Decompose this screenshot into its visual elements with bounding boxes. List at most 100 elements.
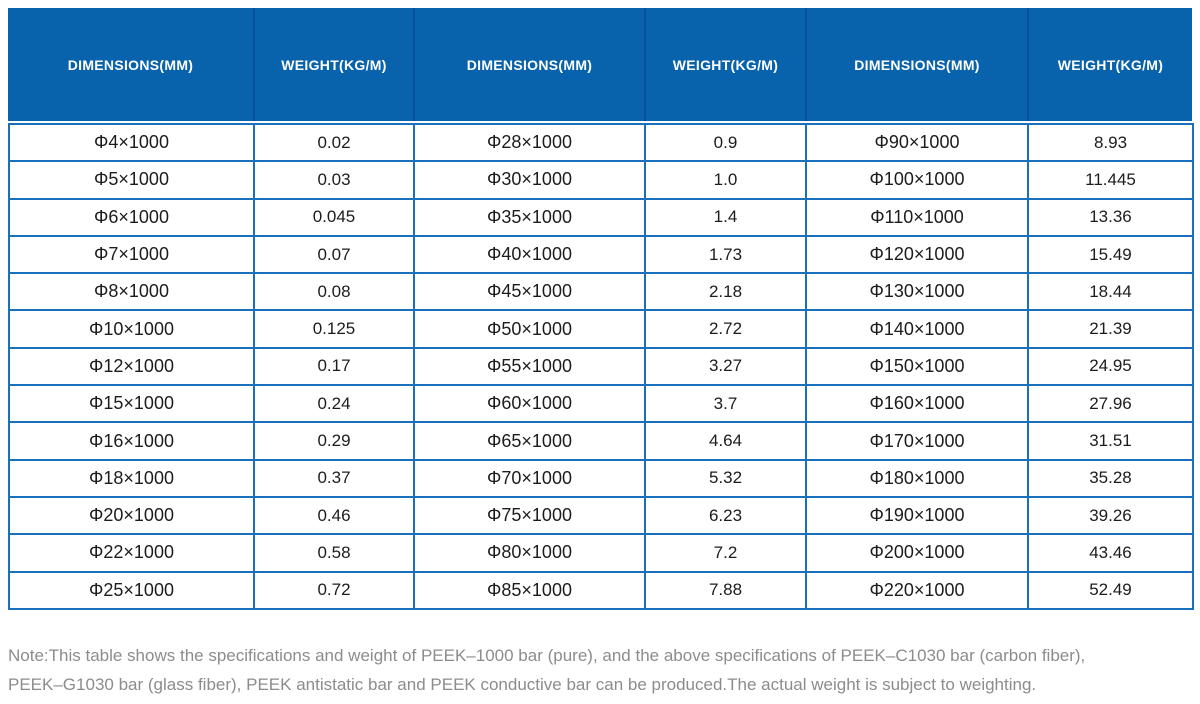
weight-cell: 1.0 xyxy=(644,160,807,200)
table-row: Φ7×1000 0.07 Φ40×1000 1.73 Φ120×1000 15.49 xyxy=(8,234,1194,275)
weight-cell: 0.46 xyxy=(253,495,415,536)
weight-cell: 0.02 xyxy=(253,122,415,163)
dimensions-cell: Φ120×1000 xyxy=(805,234,1029,275)
table-row: Φ15×1000 0.24 Φ60×1000 3.7 Φ160×1000 27.96 xyxy=(8,384,1194,424)
dimensions-cell: Φ180×1000 xyxy=(805,458,1029,498)
dimensions-cell: Φ35×1000 xyxy=(413,197,646,237)
table-row: Φ22×1000 0.58 Φ80×1000 7.2 Φ200×1000 43.46 xyxy=(8,533,1194,573)
weight-cell: 0.045 xyxy=(253,197,415,237)
dimensions-cell: Φ8×1000 xyxy=(8,272,255,312)
dimensions-cell: Φ30×1000 xyxy=(413,160,646,200)
weight-cell: 31.51 xyxy=(1027,421,1194,461)
dimensions-cell: Φ90×1000 xyxy=(805,122,1029,163)
weight-cell: 0.17 xyxy=(253,346,415,387)
weight-cell: 7.88 xyxy=(644,570,807,610)
table-row: Φ5×1000 0.03 Φ30×1000 1.0 Φ100×1000 11.445 xyxy=(8,160,1194,200)
dimensions-cell: Φ100×1000 xyxy=(805,160,1029,200)
dimensions-cell: Φ5×1000 xyxy=(8,160,255,200)
table-row: Φ16×1000 0.29 Φ65×1000 4.64 Φ170×1000 31.51 xyxy=(8,421,1194,461)
table-row: Φ12×1000 0.17 Φ55×1000 3.27 Φ150×1000 24.95 xyxy=(8,346,1194,387)
weight-cell: 4.64 xyxy=(644,421,807,461)
dimensions-cell: Φ140×1000 xyxy=(805,309,1029,349)
weight-cell: 15.49 xyxy=(1027,234,1194,275)
table-row: Φ6×1000 0.045 Φ35×1000 1.4 Φ110×1000 13.36 xyxy=(8,197,1194,237)
weight-cell: 0.03 xyxy=(253,160,415,200)
weight-cell: 0.125 xyxy=(253,309,415,349)
weight-cell: 13.36 xyxy=(1027,197,1194,237)
dimensions-cell: Φ85×1000 xyxy=(413,570,646,610)
dimensions-cell: Φ22×1000 xyxy=(8,533,255,573)
dimensions-cell: Φ45×1000 xyxy=(413,272,646,312)
spec-table-grid: Φ4×1000 0.02 Φ28×1000 0.9 Φ90×1000 8.93 Φ5×100… xyxy=(8,122,1194,610)
header-weight-1: WEIGHT(KG/M) xyxy=(253,8,413,121)
dimensions-cell: Φ130×1000 xyxy=(805,272,1029,312)
dimensions-cell: Φ50×1000 xyxy=(413,309,646,349)
dimensions-cell: Φ160×1000 xyxy=(805,384,1029,424)
dimensions-cell: Φ200×1000 xyxy=(805,533,1029,573)
dimensions-cell: Φ190×1000 xyxy=(805,495,1029,536)
dimensions-cell: Φ18×1000 xyxy=(8,458,255,498)
dimensions-cell: Φ170×1000 xyxy=(805,421,1029,461)
weight-cell: 0.08 xyxy=(253,272,415,312)
table-row: Φ8×1000 0.08 Φ45×1000 2.18 Φ130×1000 18.44 xyxy=(8,272,1194,312)
dimensions-cell: Φ80×1000 xyxy=(413,533,646,573)
footnote-line-2: PEEK–G1030 bar (glass fiber), PEEK antis… xyxy=(8,675,1037,694)
table-row: Φ25×1000 0.72 Φ85×1000 7.88 Φ220×1000 52.49 xyxy=(8,570,1194,610)
table-body: Φ4×1000 0.02 Φ28×1000 0.9 Φ90×1000 8.93 Φ5×100… xyxy=(8,122,1194,610)
dimensions-cell: Φ55×1000 xyxy=(413,346,646,387)
dimensions-cell: Φ16×1000 xyxy=(8,421,255,461)
dimensions-cell: Φ65×1000 xyxy=(413,421,646,461)
weight-cell: 3.27 xyxy=(644,346,807,387)
weight-cell: 6.23 xyxy=(644,495,807,536)
table-row: Φ4×1000 0.02 Φ28×1000 0.9 Φ90×1000 8.93 xyxy=(8,122,1194,163)
weight-cell: 0.37 xyxy=(253,458,415,498)
weight-cell: 1.4 xyxy=(644,197,807,237)
weight-cell: 0.9 xyxy=(644,122,807,163)
dimensions-cell: Φ20×1000 xyxy=(8,495,255,536)
dimensions-cell: Φ10×1000 xyxy=(8,309,255,349)
weight-cell: 1.73 xyxy=(644,234,807,275)
weight-cell: 8.93 xyxy=(1027,122,1194,163)
dimensions-cell: Φ6×1000 xyxy=(8,197,255,237)
footnote: Note:This table shows the specifications… xyxy=(8,641,1192,699)
weight-cell: 18.44 xyxy=(1027,272,1194,312)
dimensions-cell: Φ60×1000 xyxy=(413,384,646,424)
weight-cell: 2.72 xyxy=(644,309,807,349)
weight-cell: 43.46 xyxy=(1027,533,1194,573)
header-dimensions-3: DIMENSIONS(MM) xyxy=(805,8,1027,121)
weight-cell: 11.445 xyxy=(1027,160,1194,200)
weight-cell: 39.26 xyxy=(1027,495,1194,536)
dimensions-cell: Φ70×1000 xyxy=(413,458,646,498)
spec-table: DIMENSIONS(MM) WEIGHT(KG/M) DIMENSIONS(M… xyxy=(8,8,1194,610)
dimensions-cell: Φ12×1000 xyxy=(8,346,255,387)
table-header-row: DIMENSIONS(MM) WEIGHT(KG/M) DIMENSIONS(M… xyxy=(8,8,1192,121)
weight-cell: 0.58 xyxy=(253,533,415,573)
weight-cell: 0.07 xyxy=(253,234,415,275)
header-weight-2: WEIGHT(KG/M) xyxy=(644,8,805,121)
weight-cell: 27.96 xyxy=(1027,384,1194,424)
header-dimensions-1: DIMENSIONS(MM) xyxy=(67,56,194,73)
header-dimensions-2: DIMENSIONS(MM) xyxy=(413,8,644,121)
header-weight-3: WEIGHT(KG/M) xyxy=(1027,8,1192,121)
weight-cell: 21.39 xyxy=(1027,309,1194,349)
weight-cell: 7.2 xyxy=(644,533,807,573)
weight-cell: 0.24 xyxy=(253,384,415,424)
weight-cell: 52.49 xyxy=(1027,570,1194,610)
dimensions-cell: Φ25×1000 xyxy=(8,570,255,610)
dimensions-cell: Φ75×1000 xyxy=(413,495,646,536)
weight-cell: 24.95 xyxy=(1027,346,1194,387)
table-row: Φ10×1000 0.125 Φ50×1000 2.72 Φ140×1000 21.39 xyxy=(8,309,1194,349)
dimensions-cell: Φ28×1000 xyxy=(413,122,646,163)
weight-cell: 5.32 xyxy=(644,458,807,498)
dimensions-cell: Φ40×1000 xyxy=(413,234,646,275)
weight-cell: 3.7 xyxy=(644,384,807,424)
table-row: Φ18×1000 0.37 Φ70×1000 5.32 Φ180×1000 35.28 xyxy=(8,458,1194,498)
dimensions-cell: Φ7×1000 xyxy=(8,234,255,275)
weight-cell: 0.29 xyxy=(253,421,415,461)
footnote-line-1: Note:This table shows the specifications… xyxy=(8,646,1086,665)
weight-cell: 35.28 xyxy=(1027,458,1194,498)
dimensions-cell: Φ110×1000 xyxy=(805,197,1029,237)
table-row: Φ20×1000 0.46 Φ75×1000 6.23 Φ190×1000 39.26 xyxy=(8,495,1194,536)
dimensions-cell: Φ4×1000 xyxy=(8,122,255,163)
